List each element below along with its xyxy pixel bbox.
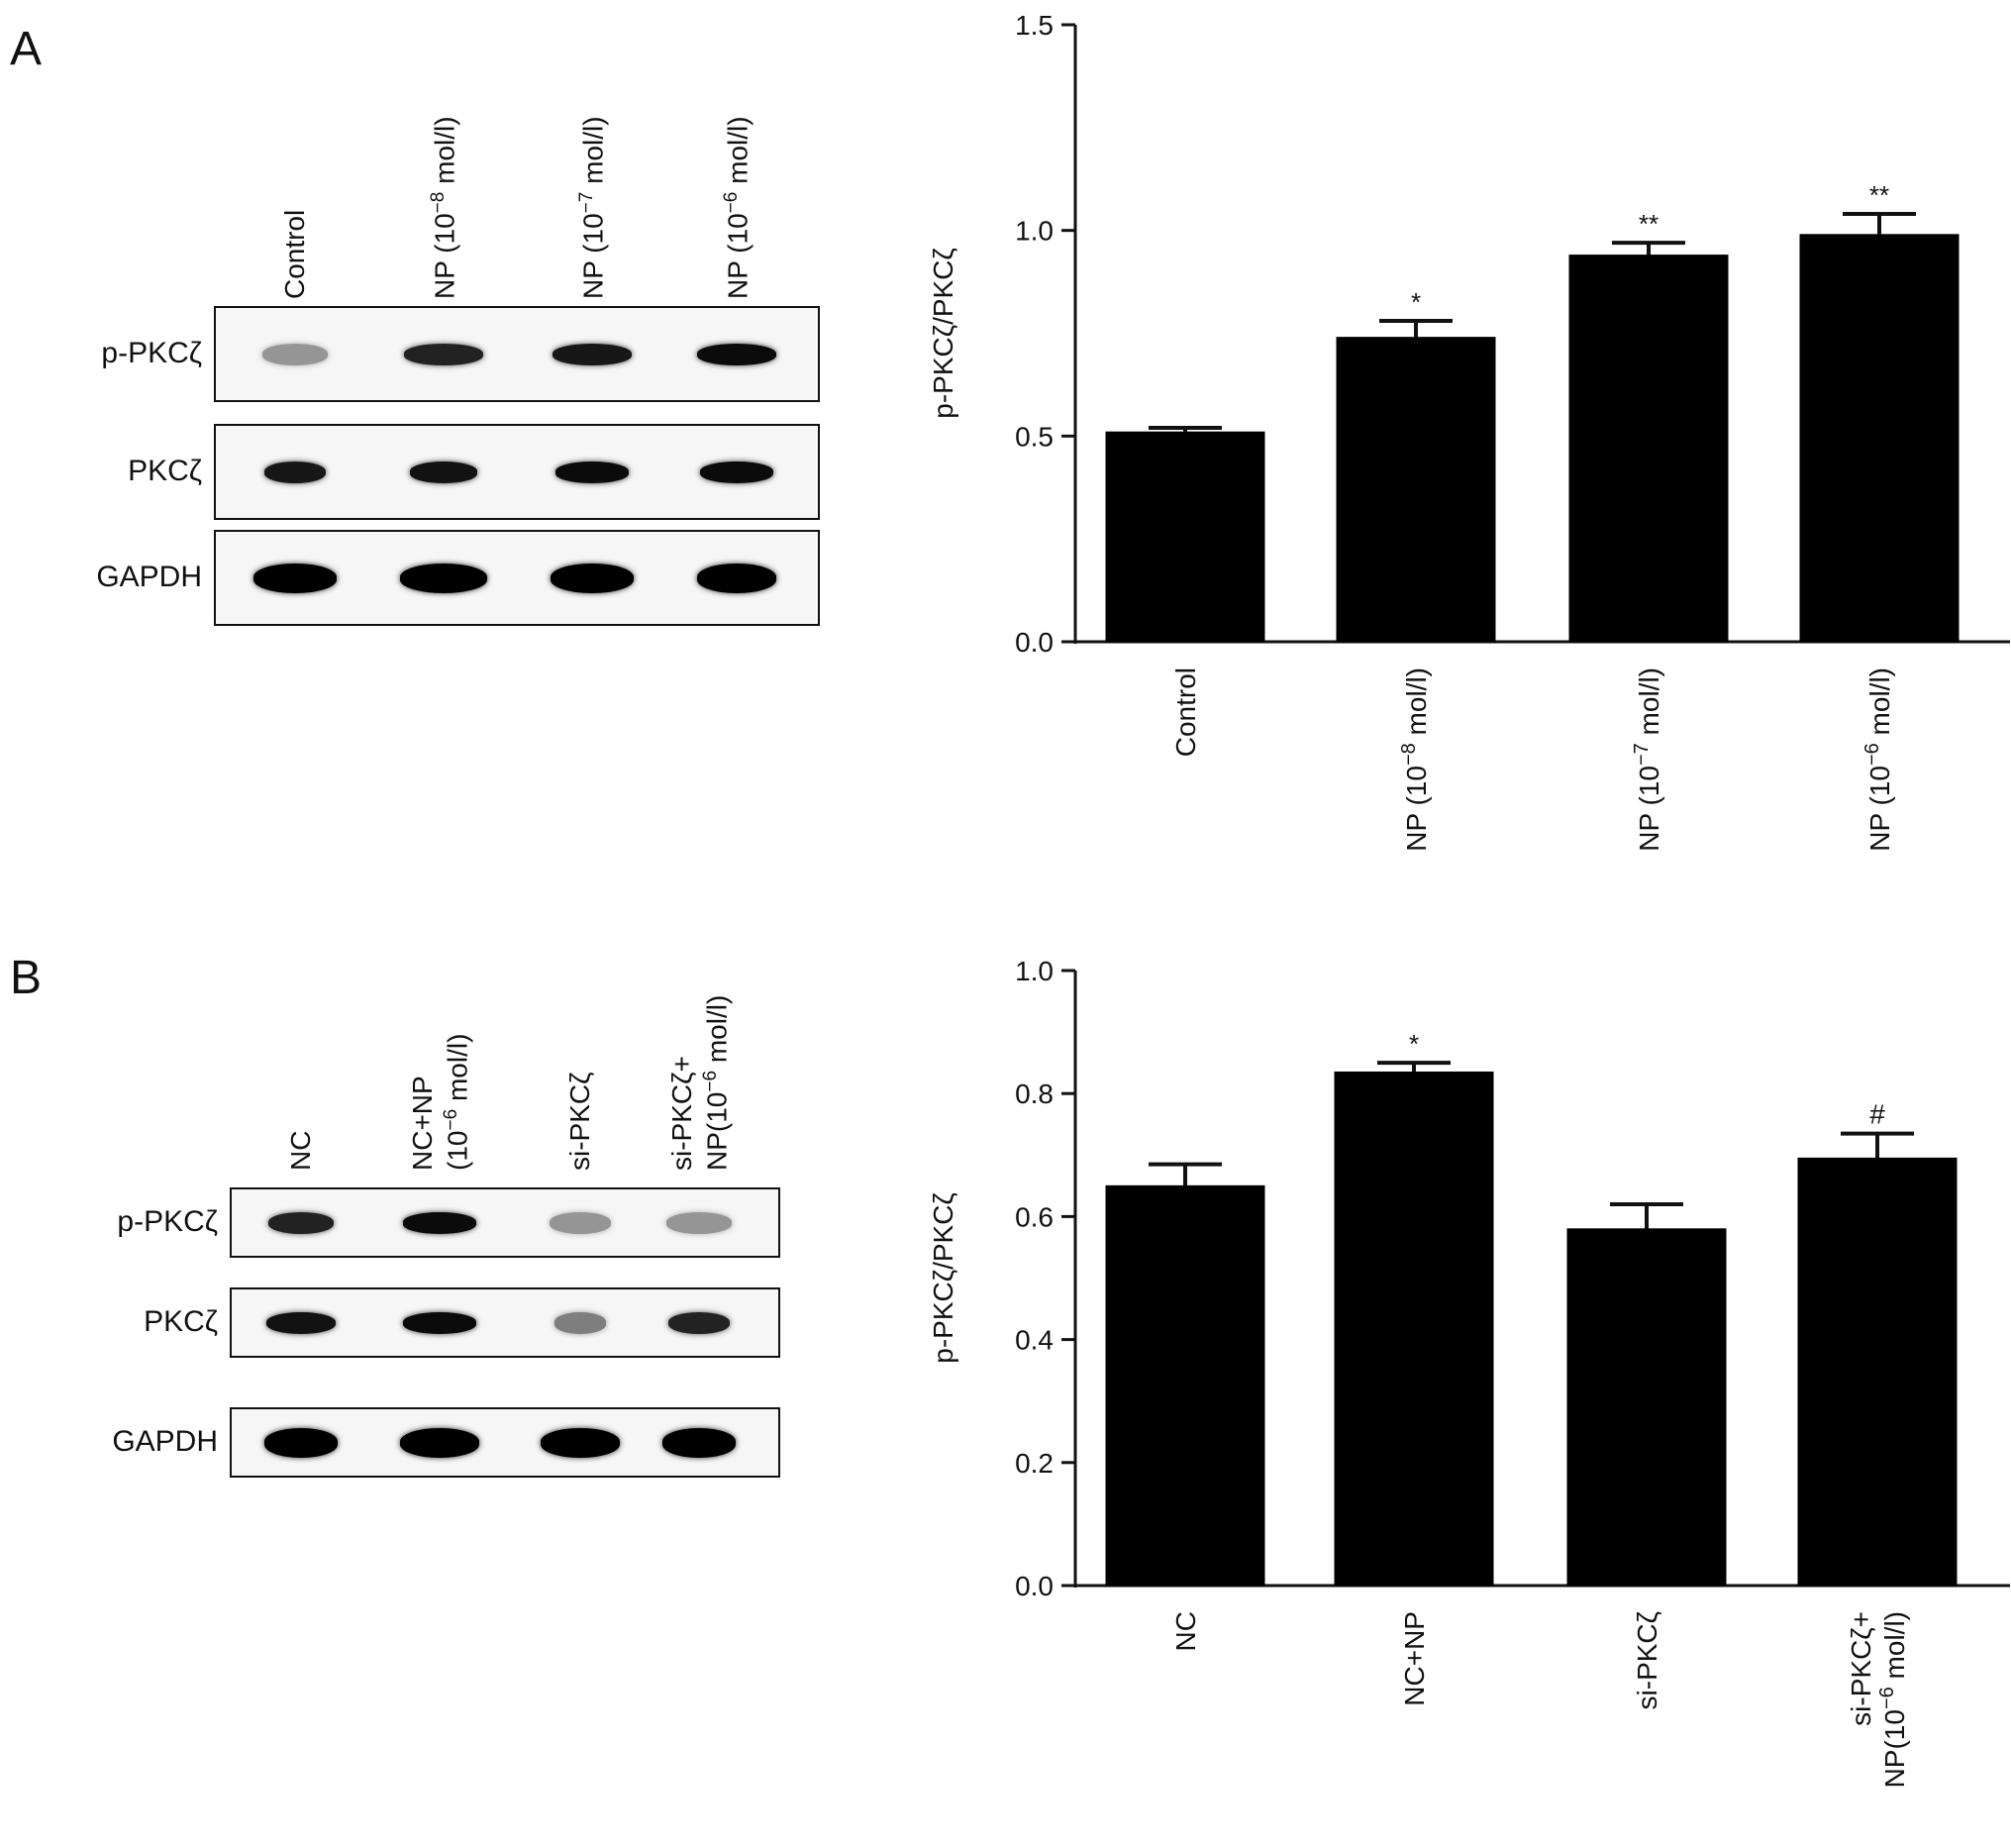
chart-a-y-tick-label: 1.0	[1015, 216, 1054, 247]
blot-a-band	[697, 343, 776, 365]
chart-a-y-axis-label: p-PKCζ/PKCζ	[928, 248, 958, 419]
chart-a-y-tick-label: 1.5	[1015, 10, 1054, 41]
blot-b-band	[265, 1311, 337, 1334]
chart-a-significance-mark: **	[1869, 180, 1889, 210]
blot-a-band	[699, 461, 774, 483]
blot-b-lane-label: (10−6 mol/l)	[441, 1033, 473, 1171]
blot-b-row-label: p-PKCζ	[117, 1204, 218, 1238]
blot-b-band	[541, 1427, 620, 1458]
blot-b-row-label: PKCζ	[144, 1304, 218, 1338]
blot-a-band	[404, 343, 483, 365]
blot-b-band	[553, 1311, 607, 1334]
blot-b-row-label: GAPDH	[112, 1424, 218, 1458]
blot-b-lane-label: NC+NP	[407, 1076, 438, 1171]
blot-b-band	[400, 1427, 479, 1458]
chart-b-x-tick-label: NC+NP	[1399, 1611, 1430, 1706]
panel-b-letter: B	[10, 952, 43, 1004]
chart-b-y-tick-label: 0.8	[1015, 1078, 1054, 1109]
chart-b-x-tick-label: NP(10−6 mol/l)	[1876, 1611, 1910, 1788]
chart-b-bar	[1105, 1184, 1265, 1587]
blot-a-row-label: p-PKCζ	[101, 336, 202, 369]
blot-b-band	[550, 1211, 611, 1234]
chart-a-y-tick-label: 0.5	[1015, 421, 1054, 452]
blot-a-row-label: PKCζ	[128, 454, 202, 487]
chart-b-y-tick-label: 0.2	[1015, 1448, 1054, 1479]
chart-a-significance-mark: *	[1411, 287, 1421, 317]
chart-a-y-tick-label: 0.0	[1015, 627, 1054, 658]
blot-b-band	[661, 1427, 737, 1458]
blot-b-band	[263, 1427, 339, 1458]
blot-b-band	[668, 1311, 730, 1334]
bar-chart-b: 0.0 0.2 0.4 0.6 0.8 1.0 p-PKCζ/PKCζ NC * NC+NP si-…	[928, 956, 2010, 1788]
chart-b-y-tick-label: 1.0	[1015, 956, 1054, 986]
blot-b-lane-label: NC	[285, 1130, 316, 1171]
chart-a-x-tick-label: NP (10−8 mol/l)	[1398, 667, 1432, 852]
chart-b-bar	[1797, 1157, 1958, 1587]
blot-a-band	[697, 563, 776, 593]
blot-b-band	[402, 1211, 477, 1234]
chart-a-bar	[1568, 255, 1729, 643]
chart-b-y-axis-label: p-PKCζ/PKCζ	[928, 1192, 958, 1364]
chart-a-bar	[1336, 337, 1496, 643]
chart-b-y-tick-label: 0.6	[1015, 1201, 1054, 1232]
chart-b-x-tick-label: si-PKCζ	[1632, 1611, 1662, 1709]
blot-b-lane-label: NP(10−6 mol/l)	[700, 994, 733, 1171]
bar-chart-a: 0.0 0.5 1.0 1.5 p-PKCζ/PKCζ Control * NP (10−8 …	[928, 10, 2010, 852]
chart-a-bar	[1799, 234, 1960, 643]
blot-a-band	[253, 563, 337, 593]
chart-b-x-tick-label: NC	[1170, 1611, 1201, 1651]
chart-a-bar	[1105, 431, 1265, 643]
blot-a-band	[400, 563, 487, 593]
blot-a-band	[264, 461, 326, 483]
blot-a-row-label: GAPDH	[96, 560, 202, 593]
blot-a-lane-label: NP (10−7 mol/l)	[576, 116, 609, 299]
blot-a-band	[262, 343, 328, 365]
blot-a-lane-label: Control	[279, 209, 310, 299]
blot-a-band	[551, 563, 634, 593]
blot-a-band	[409, 461, 478, 483]
blot-b-band	[402, 1311, 477, 1334]
chart-a-x-tick-label: NP (10−7 mol/l)	[1631, 667, 1664, 852]
chart-a-significance-mark: **	[1639, 209, 1659, 239]
blot-b-band	[666, 1211, 732, 1234]
chart-a-x-tick-label: NP (10−6 mol/l)	[1861, 667, 1895, 852]
blot-a-band	[554, 461, 630, 483]
chart-b-bar	[1566, 1228, 1727, 1587]
chart-a-x-tick-label: Control	[1170, 667, 1201, 757]
chart-b-significance-mark: #	[1869, 1099, 1885, 1130]
chart-b-y-tick-label: 0.0	[1015, 1571, 1054, 1601]
blot-b-lane-label: si-PKCζ+	[666, 1056, 697, 1171]
blot-b-lane-label: si-PKCζ	[564, 1072, 595, 1171]
chart-b-y-tick-label: 0.4	[1015, 1325, 1054, 1356]
panel-a-letter: A	[10, 23, 43, 75]
blot-a-band	[553, 343, 632, 365]
chart-b-significance-mark: *	[1409, 1029, 1419, 1059]
blot-b-band	[268, 1211, 334, 1234]
chart-b-x-tick-label: si-PKCζ+	[1846, 1611, 1876, 1726]
blot-a-lane-label: NP (10−8 mol/l)	[428, 116, 460, 299]
blot-a-lane-label: NP (10−6 mol/l)	[721, 116, 754, 299]
chart-b-bar	[1334, 1071, 1494, 1587]
